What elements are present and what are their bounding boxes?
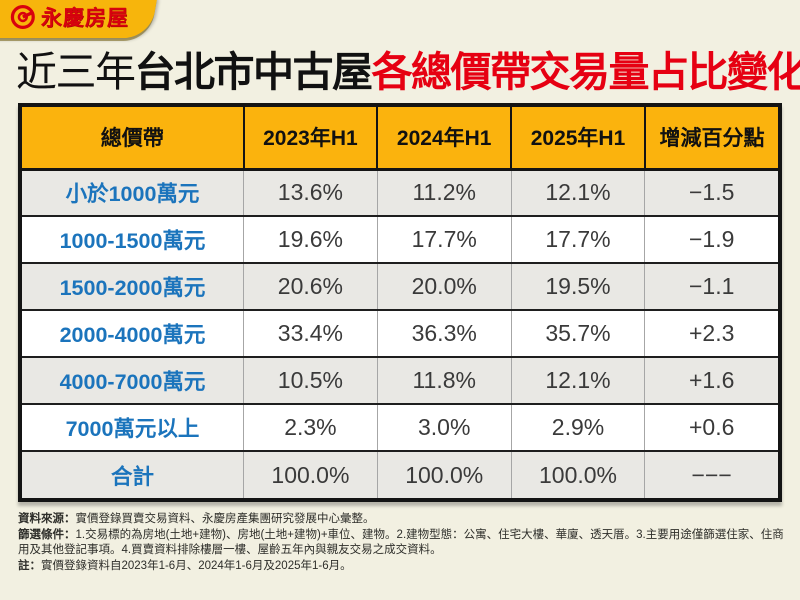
footnote-note-text: 實價登錄資料自2023年1-6月、2024年1-6月及2025年1-6月。: [41, 559, 352, 572]
table-row: 1000-1500萬元 19.6% 17.7% 17.7% −1.9: [22, 215, 778, 263]
cell-2023: 2.3%: [243, 403, 378, 451]
footnote-source-text: 實價登錄買賣交易資料、永慶房產集團研究發展中心彙整。: [75, 513, 375, 525]
title-part-bold: 台北市中古屋: [134, 49, 374, 95]
header-2023h1: 2023年H1: [243, 107, 379, 171]
header-2025h1: 2025年H1: [511, 107, 646, 171]
brand-badge: 永慶房屋: [0, 0, 158, 38]
cell-2024: 11.2%: [377, 169, 512, 216]
price-band-table: 總價帶 2023年H1 2024年H1 2025年H1 增減百分點 小於1000…: [18, 103, 782, 502]
brand-badge-content: 永慶房屋: [10, 2, 129, 32]
cell-2024: 36.3%: [377, 309, 512, 357]
cell-2025: 19.5%: [511, 262, 646, 310]
row-label: 2000-4000萬元: [22, 309, 245, 357]
cell-2023: 19.6%: [243, 215, 378, 263]
title-part-light: 近三年: [16, 49, 136, 95]
cell-change: −1.5: [689, 179, 735, 206]
row-label: 4000-7000萬元: [22, 356, 245, 404]
table-row: 小於1000萬元 13.6% 11.2% 12.1% −1.5: [22, 169, 778, 216]
cell-2025: 35.7%: [511, 309, 646, 357]
cell-2023: 20.6%: [243, 262, 378, 310]
table-row-total: 合計 100.0% 100.0% 100.0% −−−: [22, 450, 778, 498]
header-2024h1: 2024年H1: [377, 107, 513, 171]
cell-2023: 10.5%: [243, 356, 378, 404]
table-row: 4000-7000萬元 10.5% 11.8% 12.1% +1.6: [22, 356, 778, 404]
row-label: 小於1000萬元: [22, 169, 245, 216]
page-title: 近三年台北市中古屋各總價帶交易量占比變化: [16, 46, 800, 98]
cell-2024: 3.0%: [377, 403, 512, 451]
cell-2025: 12.1%: [511, 169, 646, 216]
cell-change: +1.6: [644, 356, 778, 404]
cell-2025: 17.7%: [511, 215, 646, 263]
cell-change: +0.6: [644, 403, 778, 451]
cell-change: −1.1: [644, 262, 778, 310]
cell-change: +2.3: [644, 309, 778, 357]
title-part-red: 各總價帶交易量占比變化: [371, 49, 800, 95]
cell-change: −−−: [644, 450, 778, 498]
cell-2023: 33.4%: [243, 309, 378, 357]
cell-2025: 2.9%: [511, 403, 646, 451]
row-label: 1000-1500萬元: [22, 215, 245, 263]
row-label: 合計: [22, 450, 245, 498]
cell-2024: 17.7%: [377, 215, 512, 263]
table-row: 7000萬元以上 2.3% 3.0% 2.9% +0.6: [22, 403, 778, 451]
cell-2024: 20.0%: [377, 262, 512, 310]
cell-change: −1.9: [644, 215, 778, 263]
footnote-source-label: 資料來源：: [18, 513, 76, 525]
row-label: 7000萬元以上: [22, 403, 245, 451]
footnote-source: 資料來源：實價登錄買賣交易資料、永慶房產集團研究發展中心彙整。: [18, 512, 784, 528]
table-header-row: 總價帶 2023年H1 2024年H1 2025年H1 增減百分點: [22, 107, 778, 171]
table-row: 2000-4000萬元 33.4% 36.3% 35.7% +2.3: [22, 309, 778, 357]
cell-2024: 11.8%: [377, 356, 512, 404]
footnote-filter-text: 1.交易標的為房地(土地+建物)、房地(土地+建物)+車位、建物。2.建物型態：…: [18, 528, 784, 557]
footnote-filter: 篩選條件：1.交易標的為房地(土地+建物)、房地(土地+建物)+車位、建物。2.…: [18, 528, 784, 559]
brand-logo-icon: [10, 4, 36, 30]
header-price-band: 總價帶: [22, 107, 245, 171]
table-row: 1500-2000萬元 20.6% 20.0% 19.5% −1.1: [22, 262, 778, 310]
footnote-note: 註：實價登錄資料自2023年1-6月、2024年1-6月及2025年1-6月。: [18, 559, 784, 575]
brand-name: 永慶房屋: [40, 7, 129, 30]
header-change: 增減百分點: [644, 107, 778, 171]
footnotes: 資料來源：實價登錄買賣交易資料、永慶房產集團研究發展中心彙整。 篩選條件：1.交…: [18, 512, 784, 574]
cell-2025: 12.1%: [511, 356, 646, 404]
row-label: 1500-2000萬元: [22, 262, 245, 310]
cell-2023: 13.6%: [243, 169, 378, 216]
cell-2023: 100.0%: [243, 450, 378, 498]
cell-2024: 100.0%: [377, 450, 512, 498]
cell-2025: 100.0%: [511, 450, 646, 498]
footnote-note-label: 註：: [18, 559, 41, 572]
footnote-filter-label: 篩選條件：: [18, 528, 76, 541]
